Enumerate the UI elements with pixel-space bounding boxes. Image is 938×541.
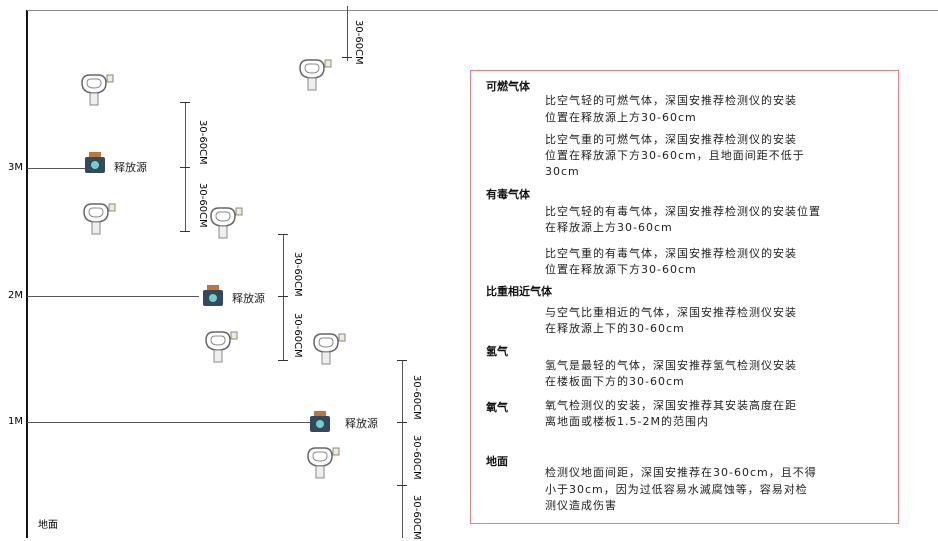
ground-label: 地面 [38, 520, 58, 531]
section-title: 有毒气体 [486, 188, 530, 201]
dimension-label: 30-60CM [197, 120, 208, 165]
section-text: 在释放源上下的30-60cm [545, 322, 685, 335]
level-line [27, 296, 199, 297]
ceiling-line [27, 10, 938, 11]
dimension-label: 30-60CM [292, 252, 303, 297]
section-text: 测仪造成伤害 [545, 499, 617, 512]
release-source-icon [203, 285, 223, 306]
section-text: 比空气重的有毒气体，深国安推荐检测仪的安装 [545, 247, 797, 260]
section-title: 氧气 [486, 401, 508, 414]
dimension-label: 30-60CM [411, 435, 422, 480]
dimension-tick [278, 234, 288, 235]
section-text: 在释放源上方30-60cm [545, 221, 673, 234]
explanation-panel [470, 70, 899, 524]
dimension-tick [342, 57, 352, 58]
level-line [27, 422, 310, 423]
section-text: 在楼板面下方的30-60cm [545, 375, 685, 388]
gas-detector-icon [307, 447, 340, 479]
section-title: 可燃气体 [486, 80, 530, 93]
dimension-tick [180, 231, 190, 232]
dimension-label: 30-60CM [292, 313, 303, 358]
gas-detector-icon [83, 203, 116, 235]
dimension-tick [180, 102, 190, 103]
release-source-label: 释放源 [232, 292, 265, 305]
gas-detector-icon [205, 331, 238, 363]
section-text: 比空气轻的可燃气体，深国安推荐检测仪的安装 [545, 94, 797, 107]
dimension-label: 30-60CM [197, 183, 208, 228]
section-text: 位置在释放源下方30-60cm，且地面间距不低于 [545, 149, 805, 162]
dimension-tick [278, 360, 288, 361]
level-3m: 3M [8, 162, 23, 173]
section-text: 离地面或楼板1.5-2M的范围内 [545, 415, 709, 428]
section-text: 位置在释放源下方30-60cm [545, 263, 697, 276]
dimension-tick [278, 296, 288, 297]
release-source-label: 释放源 [345, 417, 378, 430]
dimension-line [347, 6, 348, 61]
dimension-line [283, 234, 284, 361]
dimension-tick [397, 422, 407, 423]
dimension-label: 30-60CM [411, 495, 422, 540]
section-title: 比重相近气体 [486, 285, 552, 298]
release-source-icon [85, 152, 105, 173]
section-text: 氧气检测仪的安装，深国安推荐其安装高度在距 [545, 399, 797, 412]
section-title: 地面 [486, 455, 508, 468]
section-text: 位置在释放源上方30-60cm [545, 111, 697, 124]
gas-detector-icon [313, 333, 346, 365]
level-2m: 2M [8, 290, 23, 301]
dimension-tick [397, 360, 407, 361]
section-text: 比空气轻的有毒气体，深国安推荐检测仪的安装位置 [545, 205, 821, 218]
level-line [27, 168, 85, 169]
section-text: 与空气比重相近的气体，深国安推荐检测仪安装 [545, 306, 797, 319]
dimension-label: 30-60CM [353, 20, 364, 65]
section-text: 小于30cm，因为过低容易水滅腐蚀等，容易对检 [545, 483, 808, 496]
section-text: 检测仪地面间距，深国安推荐在30-60cm，且不得 [545, 466, 817, 479]
level-1m: 1M [8, 416, 23, 427]
dimension-line [402, 360, 403, 538]
release-source-icon [310, 411, 330, 432]
dimension-tick [397, 485, 407, 486]
section-title: 氢气 [486, 345, 508, 358]
gas-detector-icon [81, 74, 114, 106]
gas-detector-icon [299, 59, 332, 91]
wall-line [26, 10, 28, 538]
gas-detector-icon [210, 207, 243, 239]
section-text: 比空气重的可燃气体，深国安推荐检测仪的安装 [545, 133, 797, 146]
dimension-tick [180, 167, 190, 168]
section-text: 30cm [545, 165, 580, 178]
section-text: 氢气是最轻的气体，深国安推荐氢气检测仪安装 [545, 359, 797, 372]
release-source-label: 释放源 [114, 161, 147, 174]
dimension-label: 30-60CM [411, 375, 422, 420]
